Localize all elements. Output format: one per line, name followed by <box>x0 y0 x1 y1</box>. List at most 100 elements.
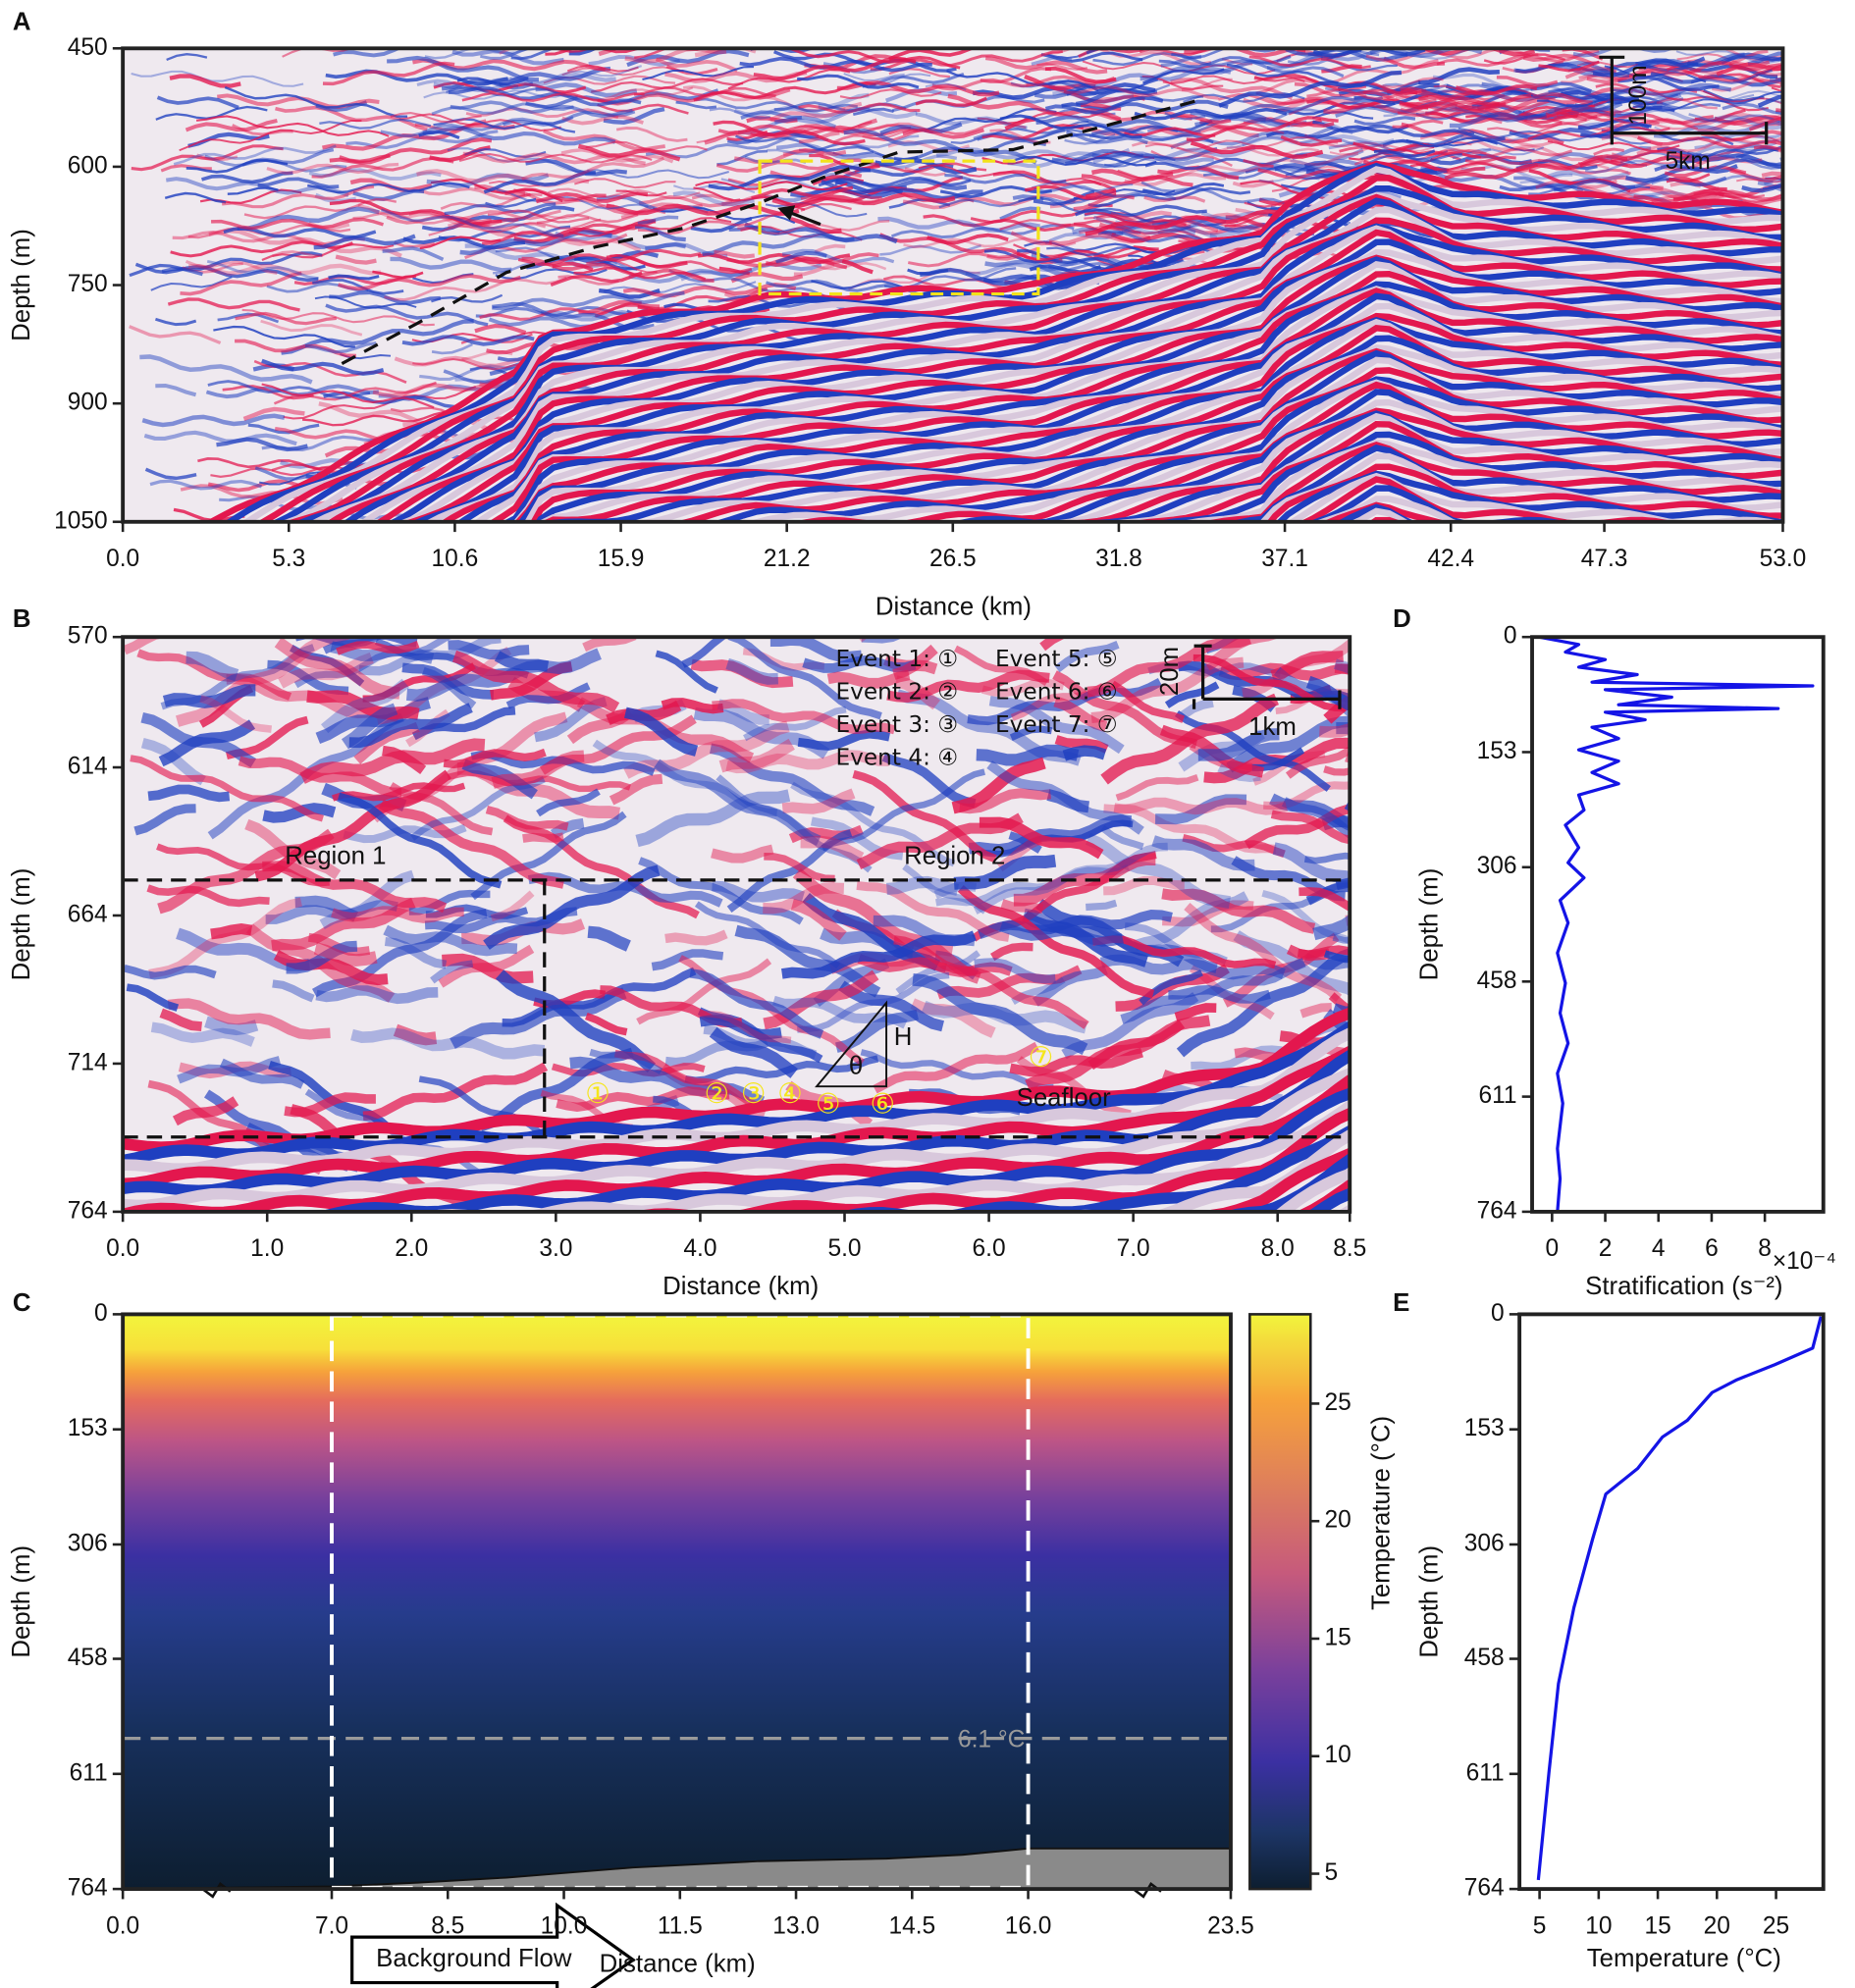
seismic-trace <box>210 923 253 940</box>
seismic-trace <box>165 177 349 197</box>
seismic-trace <box>843 129 1037 165</box>
seismic-trace <box>1732 76 1783 84</box>
seismic-trace <box>261 358 385 376</box>
seismic-trace <box>325 303 489 327</box>
seismic-trace <box>196 153 238 162</box>
seismic-trace <box>1418 94 1501 111</box>
y-tick-label: 900 <box>68 390 108 416</box>
seismic-trace <box>1382 77 1444 89</box>
seismic-trace <box>329 198 503 227</box>
seismic-trace <box>1275 688 1351 714</box>
seismic-trace <box>1545 111 1699 131</box>
seismic-trace <box>1031 55 1073 66</box>
seismic-trace <box>765 256 848 270</box>
seismic-trace <box>1344 800 1351 812</box>
seismic-trace <box>348 703 473 749</box>
seismic-trace <box>480 48 532 60</box>
event-marker: ③ <box>741 1077 766 1110</box>
seismic-trace <box>1611 149 1692 163</box>
seismic-trace <box>148 897 302 979</box>
seismic-trace <box>751 185 854 200</box>
seismic-trace <box>262 803 337 823</box>
seismic-trace <box>1034 184 1177 201</box>
seismic-trace <box>852 107 894 117</box>
seismic-trace <box>1025 1015 1211 1091</box>
seismic-trace <box>653 759 822 846</box>
seismic-trace <box>495 969 657 1072</box>
seismic-trace <box>587 925 631 952</box>
seismic-trace <box>836 80 1000 97</box>
seismic-trace <box>1182 834 1286 858</box>
seismic-trace <box>904 167 946 177</box>
seismic-trace <box>1184 903 1343 1003</box>
seismic-trace <box>1035 115 1179 132</box>
seismic-trace <box>765 202 868 218</box>
seismic-trace <box>893 935 1089 1029</box>
seismic-trace <box>1303 952 1351 970</box>
seismic-trace <box>1323 101 1507 115</box>
seismic-trace <box>915 112 1028 131</box>
seismic-trace <box>450 987 627 1049</box>
panel-label: C <box>13 1289 31 1317</box>
seismic-trace <box>410 776 546 841</box>
seismic-trace <box>1103 804 1277 854</box>
x-tick-label: 8 <box>1758 1235 1772 1262</box>
seismic-trace <box>331 906 464 923</box>
seismic-trace <box>177 1056 282 1084</box>
seismic-trace <box>151 543 233 553</box>
seismic-trace <box>1593 147 1624 156</box>
seismic-trace <box>1244 804 1351 850</box>
seismic-trace <box>1243 159 1274 168</box>
seismic-trace <box>126 983 180 1012</box>
seismic-trace <box>204 1016 259 1036</box>
seismic-trace <box>973 129 1066 141</box>
x-tick-label: 47.3 <box>1581 546 1628 572</box>
seismic-trace <box>267 659 349 696</box>
seismic-trace <box>164 191 227 204</box>
seismic-trace <box>550 817 585 839</box>
seismic-trace <box>927 233 1009 245</box>
seismic-trace <box>1034 83 1086 99</box>
seismic-trace <box>852 769 997 863</box>
seismic-trace <box>694 48 757 58</box>
seismic-trace <box>1144 135 1339 151</box>
y-tick-label: 458 <box>68 1645 108 1671</box>
flow-label: Background Flow <box>376 1945 572 1972</box>
seismic-trace <box>873 1041 1039 1094</box>
panel-label: A <box>13 8 31 35</box>
zoom-box <box>758 159 1040 296</box>
x-tick-label: 42.4 <box>1427 546 1474 572</box>
seismic-layer <box>123 1020 1351 1167</box>
seismic-trace <box>274 427 468 445</box>
seismic-trace <box>1399 93 1532 110</box>
seismic-trace <box>1395 133 1528 148</box>
seismic-layer <box>1130 420 1783 522</box>
seismic-trace <box>709 743 875 816</box>
seismic-trace <box>1740 48 1757 50</box>
seismic-trace <box>478 1047 634 1132</box>
seismic-layer <box>502 292 1783 522</box>
seismic-trace <box>238 756 402 798</box>
seismic-trace <box>550 271 643 288</box>
seismic-trace <box>684 1055 879 1084</box>
seismic-trace <box>951 757 1046 814</box>
x-tick-label: 6.0 <box>973 1235 1006 1262</box>
seismic-trace <box>1383 56 1446 70</box>
seismic-trace <box>1312 914 1351 941</box>
seismic-trace <box>1181 78 1233 92</box>
seismic-trace <box>322 61 455 86</box>
seismic-trace <box>383 924 518 957</box>
seismic-trace <box>1312 48 1426 58</box>
seismic-trace <box>1741 182 1783 193</box>
seismic-trace <box>444 202 556 216</box>
seismic-trace <box>988 696 1125 755</box>
seismic-trace <box>155 383 197 397</box>
seismic-trace <box>1740 157 1783 170</box>
seismic-trace <box>1057 249 1110 260</box>
seismic-trace <box>606 203 800 217</box>
seismic-layer <box>488 288 1783 522</box>
seismic-layer <box>1106 412 1783 522</box>
seismic-trace <box>725 657 778 685</box>
